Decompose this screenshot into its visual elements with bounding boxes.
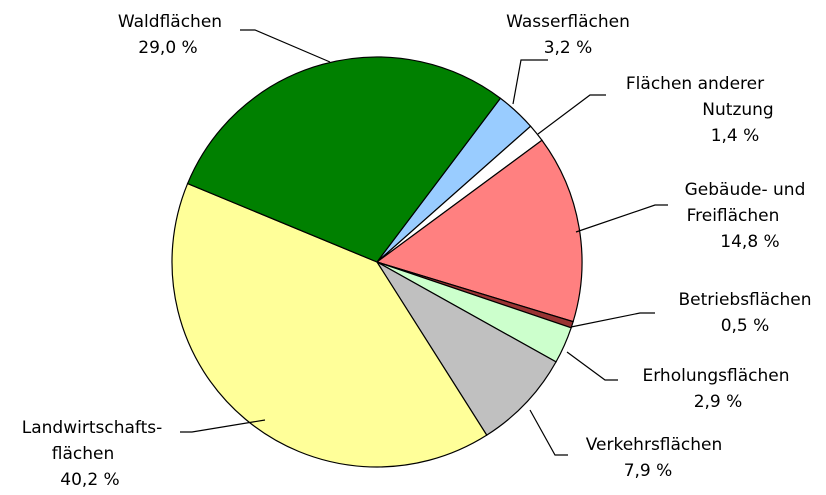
slice-label: Freiflächen xyxy=(687,206,780,226)
pie-slice xyxy=(375,139,583,323)
slice-label: Erholungsflächen xyxy=(642,366,789,386)
value-label: 7,9 % xyxy=(624,461,673,481)
leader-line xyxy=(529,409,568,456)
value-label: 14,8 % xyxy=(720,232,779,252)
pie-slice xyxy=(186,56,502,263)
slice-label: Flächen anderer xyxy=(626,74,764,94)
value-label: 2,9 % xyxy=(694,392,743,412)
slice-label: Betriebsflächen xyxy=(678,290,811,310)
slice-label: Verkehrsflächen xyxy=(586,435,723,455)
pie-slice xyxy=(171,182,488,468)
leader-line xyxy=(512,59,548,105)
leader-line xyxy=(240,29,331,63)
leader-line xyxy=(566,351,618,381)
slice-label: Landwirtschafts- xyxy=(22,418,162,438)
slice-label: Nutzung xyxy=(702,100,773,120)
leader-line xyxy=(537,94,606,135)
value-label: 0,5 % xyxy=(721,316,770,336)
value-label: 29,0 % xyxy=(138,38,197,58)
slice-label: Waldflächen xyxy=(118,12,222,32)
leader-line xyxy=(180,419,266,433)
leader-line xyxy=(570,312,655,328)
value-label: 1,4 % xyxy=(711,126,760,146)
value-label: 40,2 % xyxy=(60,470,119,490)
slice-label: Gebäude- und xyxy=(685,180,806,200)
pie-slice xyxy=(376,261,557,436)
slice-label: flächen xyxy=(52,444,114,464)
slice-label: Wasserflächen xyxy=(506,12,630,32)
leader-line xyxy=(575,204,668,233)
value-label: 3,2 % xyxy=(544,38,593,58)
